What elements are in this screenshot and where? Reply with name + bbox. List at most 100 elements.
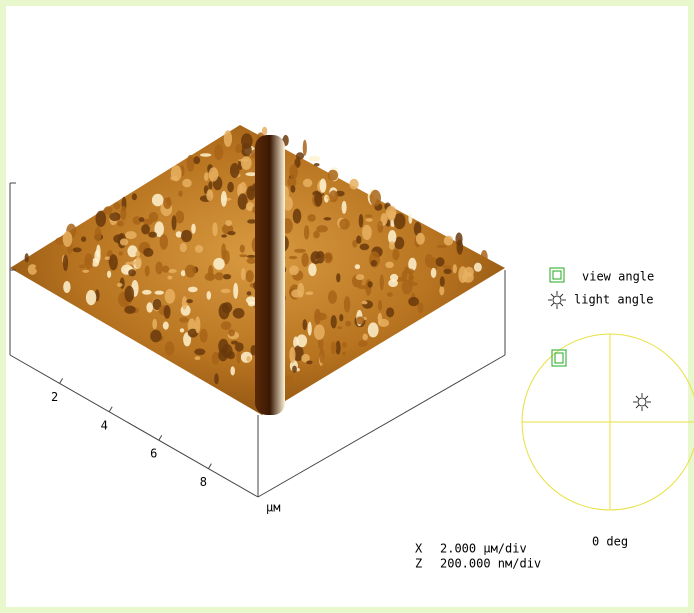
peak [171, 165, 182, 181]
peak [195, 356, 201, 360]
peak [222, 344, 233, 358]
peak [79, 265, 85, 269]
peak [358, 340, 368, 347]
peak [328, 170, 338, 181]
peak [241, 143, 252, 156]
peak [187, 155, 195, 172]
peak [444, 236, 454, 246]
peak [377, 221, 383, 233]
peak [392, 249, 399, 260]
peak [228, 329, 235, 336]
scale-axis: X [415, 542, 423, 556]
peak [378, 300, 382, 311]
peak [345, 321, 351, 327]
peak [82, 270, 89, 273]
peak [444, 269, 452, 274]
peak [235, 144, 242, 153]
peak [314, 324, 325, 340]
peak [289, 347, 295, 363]
peak [439, 286, 444, 296]
peak [292, 366, 297, 373]
peak [214, 373, 219, 384]
peak [294, 249, 306, 253]
peak [132, 193, 137, 200]
page: 2468 µм view angle light angle 0 deg X 2… [0, 0, 694, 613]
peak [96, 245, 100, 258]
peak [386, 307, 394, 317]
peak [344, 296, 351, 312]
peak [319, 348, 324, 364]
peak [141, 224, 150, 234]
peak [464, 267, 474, 278]
peak [221, 289, 231, 293]
peak [331, 341, 337, 354]
peak [431, 268, 437, 278]
peak [185, 265, 196, 278]
peak [314, 309, 321, 325]
peak [303, 179, 312, 187]
peak [246, 356, 251, 362]
peak [124, 306, 135, 314]
peak [125, 231, 137, 239]
peak [221, 234, 227, 237]
peak [139, 217, 145, 222]
peak [328, 290, 337, 303]
peak [355, 264, 360, 269]
peak [363, 334, 368, 341]
peak [297, 334, 308, 347]
peak [167, 276, 172, 280]
peak [191, 224, 196, 234]
peak [304, 225, 309, 240]
peak [366, 218, 373, 222]
peak [306, 361, 312, 365]
peak [164, 305, 171, 319]
peak [309, 156, 321, 162]
peak [247, 186, 256, 201]
unit-label: µм [266, 501, 280, 515]
peak [342, 352, 346, 356]
peak [233, 308, 245, 319]
peak [314, 191, 322, 206]
peak [130, 261, 135, 265]
peak [233, 283, 238, 299]
peak [371, 260, 378, 266]
peak [308, 322, 312, 336]
peak [390, 274, 398, 282]
peak [81, 236, 86, 242]
peak [148, 232, 157, 238]
peak [342, 342, 347, 348]
peak [248, 301, 256, 306]
peak [289, 265, 299, 275]
trench [255, 135, 285, 415]
peak [188, 287, 198, 293]
peak [385, 262, 393, 268]
peak [142, 290, 152, 295]
peak [155, 262, 162, 275]
peak [214, 144, 223, 160]
peak [25, 253, 29, 262]
peak [246, 270, 254, 282]
peak [378, 319, 389, 327]
peak [113, 202, 120, 209]
peak [301, 253, 308, 267]
peak [117, 221, 124, 227]
peak [95, 227, 102, 242]
x-tick-label: 2 [51, 390, 58, 404]
peak [305, 291, 313, 295]
scale-value: 200.000 nм/div [440, 557, 541, 571]
peak [262, 127, 267, 135]
peak [436, 257, 445, 266]
peak [128, 269, 136, 276]
peak [223, 274, 231, 279]
peak [178, 191, 182, 197]
peak [457, 240, 464, 255]
peak [359, 214, 364, 228]
peak [241, 156, 252, 170]
peak [360, 244, 370, 251]
peak [152, 319, 157, 330]
x-tick-label: 6 [150, 447, 157, 461]
peak [307, 214, 315, 222]
dial-angle: 0 deg [592, 535, 628, 549]
peak [293, 209, 302, 224]
peak [387, 292, 393, 297]
